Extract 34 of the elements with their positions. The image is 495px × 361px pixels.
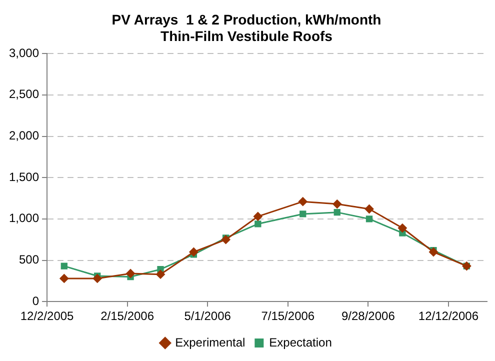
- x-tick-label: 2/15/2006: [100, 309, 154, 324]
- y-tick-label: 1,500: [9, 170, 40, 184]
- point: [60, 274, 69, 283]
- point: [428, 248, 438, 256]
- y-tick-label: 2,000: [9, 128, 40, 143]
- legend-label: Expectation: [269, 335, 332, 350]
- point: [366, 216, 373, 222]
- point: [300, 210, 306, 218]
- y-tick-label: 500: [19, 252, 40, 267]
- point: [156, 270, 165, 279]
- point: [126, 268, 136, 278]
- point: [254, 220, 262, 228]
- x-tick-label: 5/1/2006: [184, 309, 232, 324]
- y-tick-label: 2,500: [9, 87, 40, 102]
- y-tick-label: 3,000: [9, 46, 40, 60]
- point: [364, 204, 374, 214]
- point: [253, 212, 262, 221]
- x-tick-label: 12/2/2005: [20, 309, 74, 324]
- point: [189, 248, 198, 256]
- point: [92, 274, 102, 283]
- text: Thin-Film Vestibule Roofs: [160, 28, 332, 44]
- x-tick-label: 9/28/2006: [341, 309, 396, 324]
- point: [60, 262, 68, 270]
- y-tick-label: 0: [32, 294, 40, 308]
- x-tick-label: 12/12/2006: [418, 309, 479, 324]
- point: [221, 235, 230, 244]
- point: [334, 208, 340, 216]
- y-tick-label: 1,000: [9, 211, 40, 226]
- x-tick-label: 7/15/2006: [261, 309, 315, 324]
- point: [298, 197, 308, 206]
- legend-label: Experimental: [175, 335, 246, 350]
- point: [332, 200, 342, 209]
- point: [398, 224, 407, 233]
- text: PV Arrays 1 & 2 Production, kWh/month: [112, 11, 382, 28]
